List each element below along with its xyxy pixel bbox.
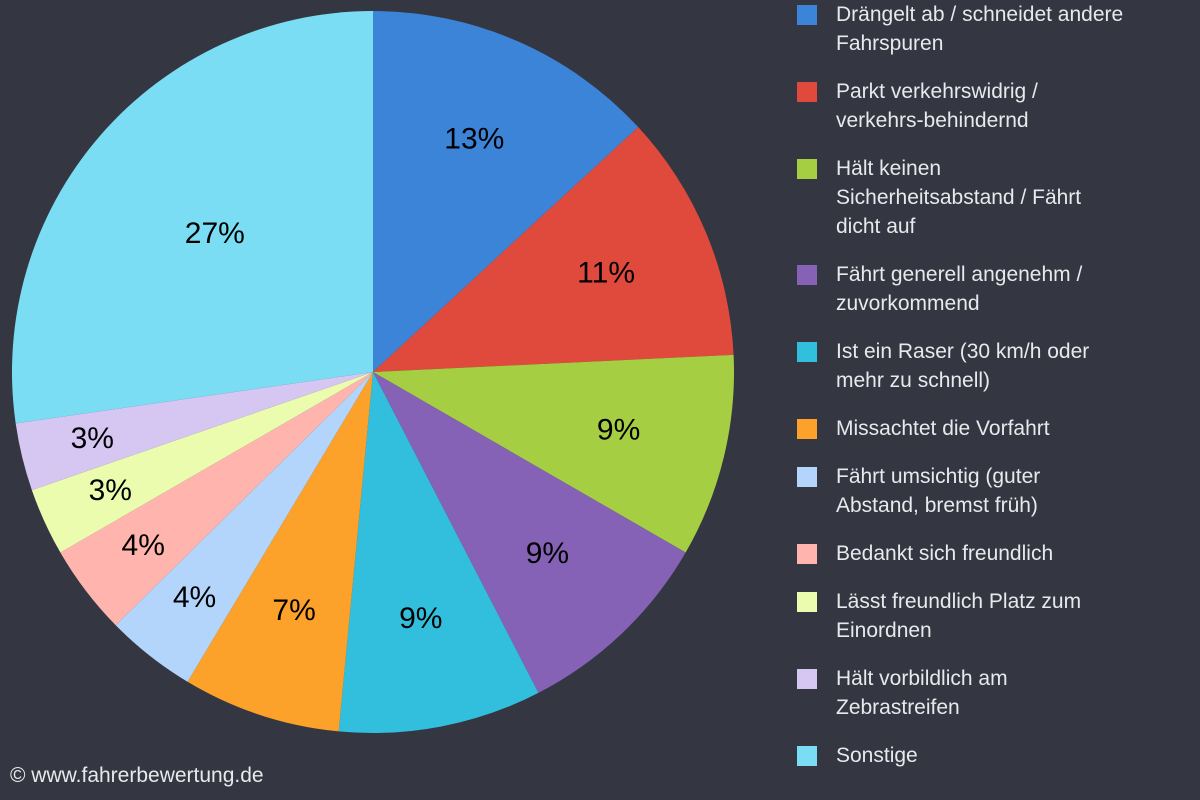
legend-item-label: Ist ein Raser (30 km/h oder mehr zu schn… bbox=[836, 340, 1090, 392]
pie-slice-label: 13% bbox=[444, 122, 504, 155]
legend-item[interactable]: Drängelt ab / schneidet andere Fahrspure… bbox=[797, 0, 1192, 58]
legend-item-label: Lässt freundlich Platz zum Einordnen bbox=[836, 590, 1082, 642]
legend-item-label: Missachtet die Vorfahrt bbox=[836, 417, 1050, 440]
legend-color-swatch bbox=[797, 342, 817, 362]
legend-item-label: Bedankt sich freundlich bbox=[836, 542, 1054, 565]
legend-item-label: Hält keinen Sicherheitsabstand / Fährt d… bbox=[836, 157, 1082, 238]
pie-slice-label: 7% bbox=[272, 594, 315, 627]
pie-slice[interactable] bbox=[373, 354, 734, 553]
legend-item[interactable]: Hält keinen Sicherheitsabstand / Fährt d… bbox=[797, 154, 1192, 241]
pie-slice[interactable] bbox=[115, 372, 373, 682]
legend-item[interactable]: Sonstige bbox=[797, 741, 1192, 770]
pie-slice[interactable] bbox=[31, 372, 373, 553]
legend-color-swatch bbox=[797, 5, 817, 25]
copyright-footer: © www.fahrerbewertung.de bbox=[10, 764, 264, 787]
pie-slice-label: 27% bbox=[185, 217, 245, 250]
pie-slice-label: 3% bbox=[89, 474, 132, 507]
legend-color-swatch bbox=[797, 82, 817, 102]
legend-color-swatch bbox=[797, 265, 817, 285]
pie-slice-label: 9% bbox=[526, 537, 569, 570]
legend-color-swatch bbox=[797, 746, 817, 766]
legend-item[interactable]: Missachtet die Vorfahrt bbox=[797, 414, 1192, 443]
pie-slice-label: 3% bbox=[71, 422, 114, 455]
legend-color-swatch bbox=[797, 544, 817, 564]
legend-color-swatch bbox=[797, 467, 817, 487]
legend-color-swatch bbox=[797, 419, 817, 439]
legend-item-label: Sonstige bbox=[836, 744, 918, 767]
legend-item-label: Fährt generell angenehm / zuvorkommend bbox=[836, 263, 1083, 315]
chart-legend: Drängelt ab / schneidet andere Fahrspure… bbox=[797, 0, 1192, 767]
legend-item-label: Hält vorbildlich am Zebrastreifen bbox=[836, 667, 1008, 719]
pie-slice[interactable] bbox=[11, 11, 374, 424]
pie-slice-label: 4% bbox=[173, 581, 216, 614]
pie-slice-label: 9% bbox=[399, 602, 442, 635]
legend-item[interactable]: Ist ein Raser (30 km/h oder mehr zu schn… bbox=[797, 337, 1192, 395]
legend-item[interactable]: Fährt umsichtig (guter Abstand, bremst f… bbox=[797, 462, 1192, 520]
pie-slice-label: 4% bbox=[122, 529, 165, 562]
pie-slice-group bbox=[11, 11, 734, 734]
pie-slice[interactable] bbox=[187, 372, 373, 732]
pie-slice[interactable] bbox=[373, 11, 639, 372]
pie-slice-label: 11% bbox=[577, 256, 635, 289]
pie-slice-label: 9% bbox=[597, 414, 640, 447]
legend-item[interactable]: Bedankt sich freundlich bbox=[797, 539, 1192, 568]
legend-item[interactable]: Hält vorbildlich am Zebrastreifen bbox=[797, 664, 1192, 722]
pie-slice[interactable] bbox=[373, 372, 686, 693]
legend-item[interactable]: Fährt generell angenehm / zuvorkommend bbox=[797, 260, 1192, 318]
legend-item[interactable]: Lässt freundlich Platz zum Einordnen bbox=[797, 587, 1192, 645]
legend-color-swatch bbox=[797, 159, 817, 179]
legend-item-label: Drängelt ab / schneidet andere Fahrspure… bbox=[836, 3, 1124, 55]
legend-item-label: Parkt verkehrswidrig / verkehrs-behinder… bbox=[836, 80, 1038, 132]
legend-color-swatch bbox=[797, 669, 817, 689]
legend-item[interactable]: Parkt verkehrswidrig / verkehrs-behinder… bbox=[797, 77, 1192, 135]
pie-slice[interactable] bbox=[373, 127, 734, 372]
pie-slice[interactable] bbox=[15, 372, 373, 491]
pie-slice[interactable] bbox=[60, 372, 374, 626]
pie-label-group: 13% 11% 9% 9% 9% 7% 4%4% 3% 3% 27% bbox=[71, 122, 641, 635]
pie-slice[interactable] bbox=[338, 372, 539, 734]
legend-color-swatch bbox=[797, 592, 817, 612]
legend-item-label: Fährt umsichtig (guter Abstand, bremst f… bbox=[836, 465, 1041, 517]
